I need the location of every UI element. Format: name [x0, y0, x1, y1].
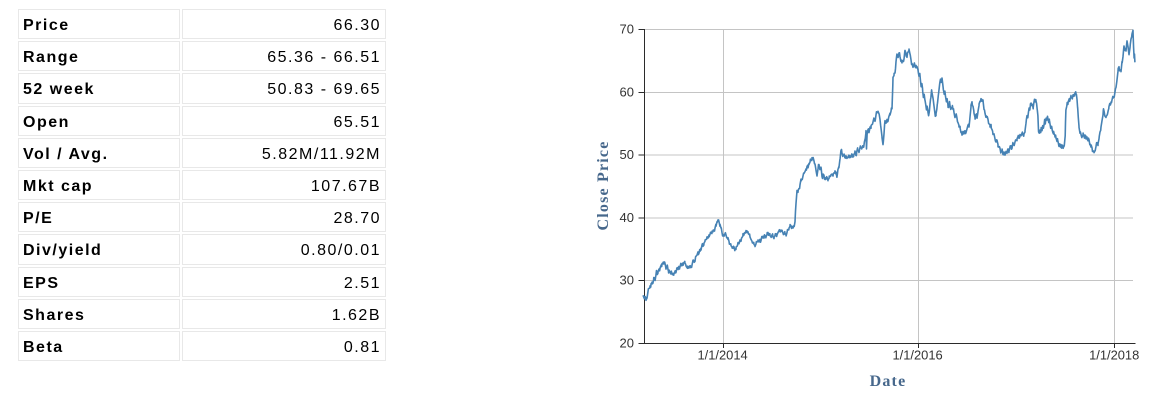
svg-text:1/1/2018: 1/1/2018 — [1089, 348, 1139, 363]
svg-text:Close Price: Close Price — [595, 140, 612, 230]
svg-text:60: 60 — [620, 84, 634, 99]
svg-text:Date: Date — [870, 373, 907, 390]
svg-text:30: 30 — [620, 273, 634, 288]
svg-text:70: 70 — [620, 22, 634, 37]
svg-text:50: 50 — [620, 147, 634, 162]
svg-text:40: 40 — [620, 210, 634, 225]
svg-text:1/1/2014: 1/1/2014 — [698, 348, 748, 363]
svg-text:20: 20 — [620, 336, 634, 351]
svg-text:1/1/2016: 1/1/2016 — [893, 348, 943, 363]
